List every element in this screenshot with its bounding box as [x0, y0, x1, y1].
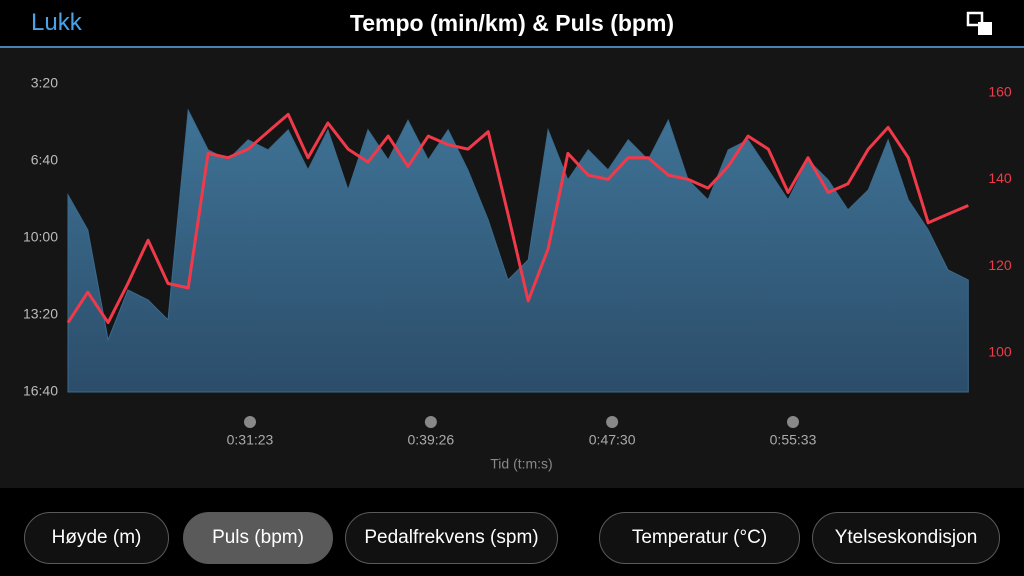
x-tick-label: 0:31:23	[227, 432, 274, 448]
y-tick-label: 6:40	[31, 152, 58, 168]
y2-tick-label: 160	[988, 83, 1012, 99]
x-tick-dot	[787, 416, 800, 428]
x-tick-dot	[424, 416, 437, 428]
x-tick-label: 0:55:33	[770, 432, 817, 448]
y-tick-label: 13:20	[23, 306, 58, 322]
header: Lukk Tempo (min/km) & Puls (bpm)	[0, 0, 1024, 48]
expand-icon[interactable]	[966, 11, 994, 37]
tab-button[interactable]: Puls (bpm)	[183, 512, 333, 564]
x-tick-dot	[606, 416, 619, 428]
x-tick-label: 0:47:30	[589, 432, 636, 448]
tab-button[interactable]: Høyde (m)	[24, 512, 169, 564]
tab-bar: Høyde (m) Puls (bpm) Pedalfrekvens (spm) Te…	[0, 512, 1024, 568]
pace-area	[67, 108, 969, 393]
chart: 3:20 6:40 10:00 13:20 16:40 100 120 140 160 0:31:…	[0, 48, 1024, 488]
close-button[interactable]: Lukk	[31, 9, 82, 36]
tab-button[interactable]: Pedalfrekvens (spm)	[345, 512, 558, 564]
y-tick-label: 10:00	[23, 229, 58, 245]
pulse-line	[66, 112, 969, 325]
screen-title: Tempo (min/km) & Puls (bpm)	[349, 10, 675, 36]
y-tick-label: 16:40	[23, 383, 58, 399]
y2-tick-label: 100	[988, 344, 1012, 360]
y-tick-label: 3:20	[31, 75, 58, 91]
y2-tick-label: 140	[988, 170, 1012, 186]
y2-tick-label: 120	[988, 257, 1012, 273]
x-axis-label: Tid (t:m:s)	[490, 456, 552, 472]
tab-button[interactable]: Ytelseskondisjon	[812, 512, 1000, 564]
x-tick-dot	[243, 416, 256, 428]
tab-button[interactable]: Temperatur (°C)	[599, 512, 800, 564]
x-tick-label: 0:39:26	[408, 432, 455, 448]
